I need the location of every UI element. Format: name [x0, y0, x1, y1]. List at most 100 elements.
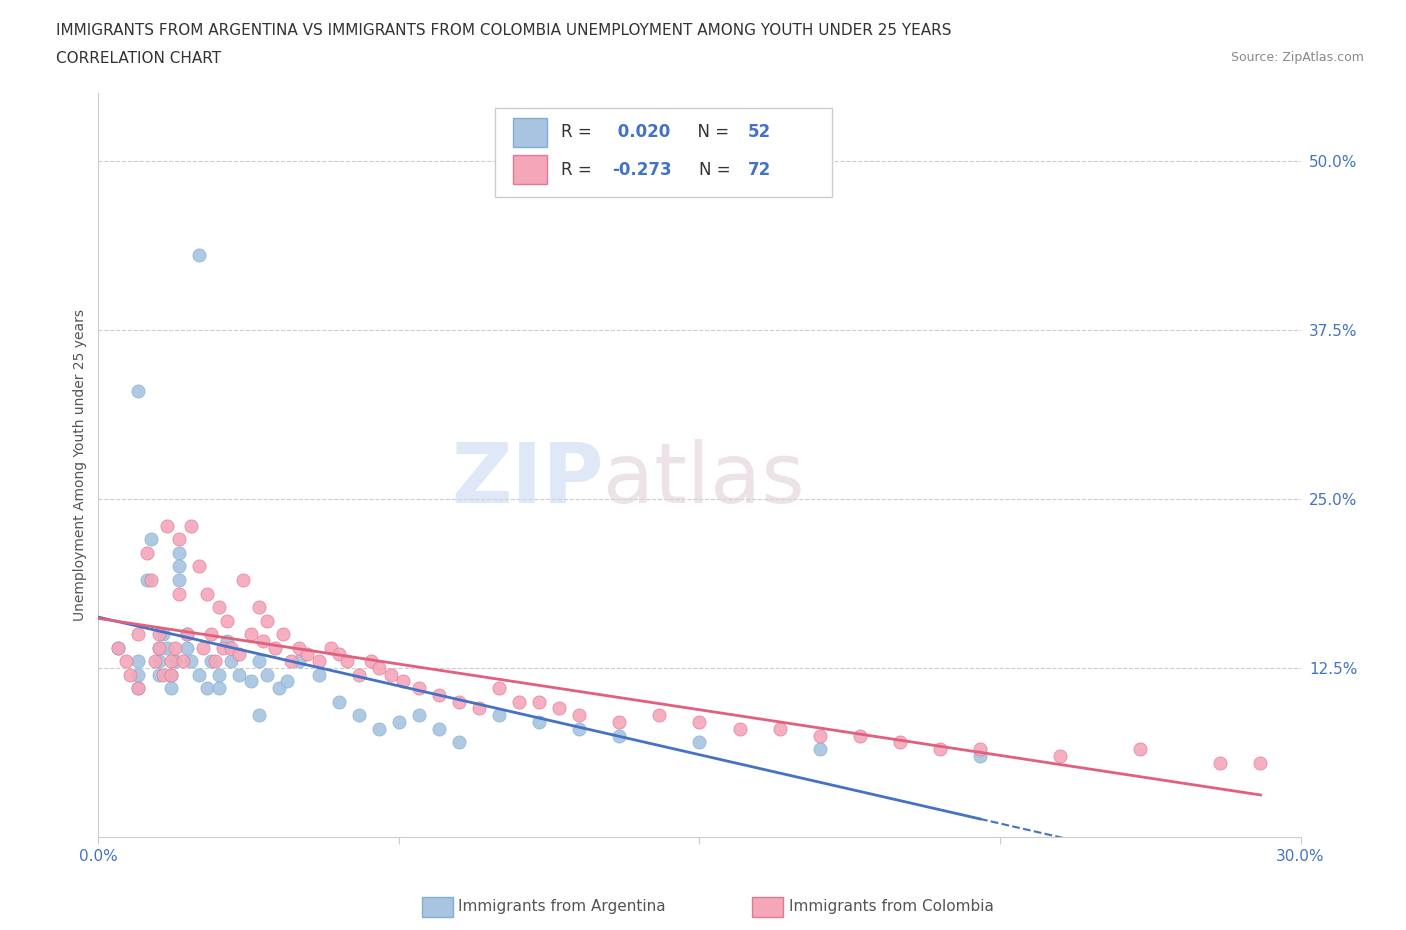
Point — [969, 741, 991, 756]
Point — [187, 248, 209, 263]
Text: -0.273: -0.273 — [612, 161, 671, 179]
Point — [427, 687, 450, 702]
Text: R =: R = — [561, 124, 598, 141]
Point — [232, 573, 254, 588]
Point — [159, 654, 181, 669]
Point — [167, 586, 190, 601]
Point — [929, 741, 952, 756]
Point — [135, 573, 157, 588]
Point — [128, 681, 150, 696]
Point — [191, 640, 214, 655]
Point — [368, 660, 391, 675]
Point — [288, 654, 311, 669]
Point — [308, 667, 330, 682]
Point — [219, 640, 242, 655]
Point — [163, 640, 186, 655]
Point — [148, 640, 170, 655]
Point — [215, 633, 238, 648]
Point — [427, 722, 450, 737]
Point — [808, 728, 831, 743]
Text: R =: R = — [561, 161, 598, 179]
Point — [107, 640, 129, 655]
Point — [508, 695, 530, 710]
Point — [143, 654, 166, 669]
Text: 52: 52 — [748, 124, 770, 141]
Point — [568, 708, 591, 723]
Point — [368, 722, 391, 737]
Point — [195, 586, 218, 601]
Point — [252, 633, 274, 648]
Point — [148, 627, 170, 642]
Bar — [495, 108, 832, 197]
Text: Source: ZipAtlas.com: Source: ZipAtlas.com — [1230, 51, 1364, 64]
Point — [139, 573, 162, 588]
Point — [529, 695, 551, 710]
Point — [152, 667, 174, 682]
Point — [388, 714, 411, 729]
Point — [208, 667, 231, 682]
Point — [969, 749, 991, 764]
Point — [263, 640, 285, 655]
Text: ZIP: ZIP — [451, 439, 603, 521]
Point — [308, 654, 330, 669]
Point — [408, 708, 430, 723]
Point — [360, 654, 382, 669]
Point — [167, 546, 190, 561]
Point — [128, 383, 150, 398]
Point — [148, 654, 170, 669]
Point — [347, 708, 370, 723]
Point — [247, 708, 270, 723]
Point — [215, 613, 238, 628]
Point — [187, 667, 209, 682]
Point — [280, 654, 302, 669]
Point — [139, 532, 162, 547]
Point — [488, 708, 510, 723]
Point — [247, 654, 270, 669]
Point — [180, 654, 202, 669]
Point — [548, 701, 571, 716]
Text: N =: N = — [700, 161, 737, 179]
Point — [447, 735, 470, 750]
Point — [609, 728, 631, 743]
Point — [256, 613, 278, 628]
Bar — [513, 155, 547, 184]
Point — [120, 667, 142, 682]
Point — [208, 681, 231, 696]
Point — [247, 600, 270, 615]
Point — [176, 627, 198, 642]
Text: Immigrants from Argentina: Immigrants from Argentina — [458, 899, 666, 914]
Point — [529, 714, 551, 729]
Point — [288, 640, 311, 655]
Point — [159, 681, 181, 696]
Point — [488, 681, 510, 696]
Point — [228, 667, 250, 682]
Point — [155, 640, 177, 655]
Point — [167, 559, 190, 574]
Text: Immigrants from Colombia: Immigrants from Colombia — [789, 899, 994, 914]
Point — [107, 640, 129, 655]
Point — [167, 573, 190, 588]
Point — [1049, 749, 1071, 764]
Text: 72: 72 — [748, 161, 770, 179]
Point — [319, 640, 342, 655]
Point — [609, 714, 631, 729]
Point — [128, 681, 150, 696]
Point — [849, 728, 872, 743]
Point — [228, 647, 250, 662]
Point — [200, 627, 222, 642]
Point — [347, 667, 370, 682]
Point — [200, 654, 222, 669]
Point — [155, 518, 177, 533]
Point — [195, 681, 218, 696]
Point — [408, 681, 430, 696]
Point — [889, 735, 911, 750]
Point — [447, 695, 470, 710]
Text: atlas: atlas — [603, 439, 806, 521]
Text: 0.020: 0.020 — [612, 124, 671, 141]
Point — [176, 627, 198, 642]
Point — [208, 600, 231, 615]
Point — [159, 667, 181, 682]
Point — [159, 667, 181, 682]
Point — [271, 627, 294, 642]
Text: IMMIGRANTS FROM ARGENTINA VS IMMIGRANTS FROM COLOMBIA UNEMPLOYMENT AMONG YOUTH U: IMMIGRANTS FROM ARGENTINA VS IMMIGRANTS … — [56, 23, 952, 38]
